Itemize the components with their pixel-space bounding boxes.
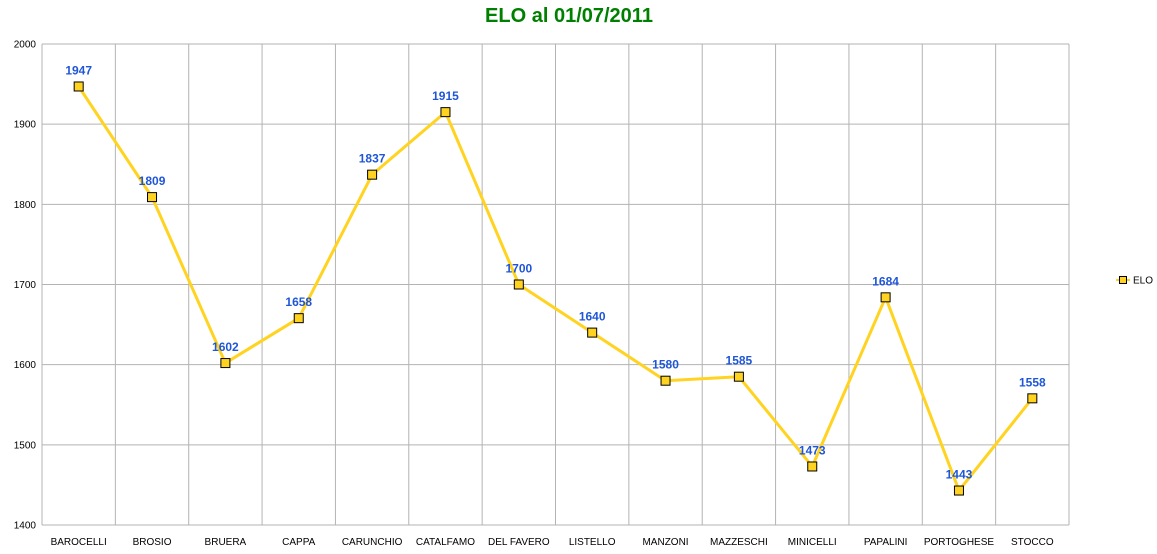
data-point: [1027, 393, 1038, 404]
data-label: 1473: [799, 443, 826, 457]
data-labels: 1947 1809 1602 1658 1837 1915 1700 1640 1580 1585…: [65, 63, 1046, 481]
y-tick-label: 1600: [14, 360, 37, 371]
axis-labels: 1400 1500 1600 1700 1800 1900 2000 BAROCELLI BRO…: [14, 40, 1054, 549]
y-tick-label: 1500: [14, 440, 37, 451]
grid: [41, 43, 1070, 526]
x-tick-label: BAROCELLI: [51, 537, 107, 548]
data-point: [147, 192, 158, 203]
x-tick-label: BRUERA: [205, 537, 247, 548]
data-point: [953, 485, 964, 496]
data-point: [733, 371, 744, 382]
y-tick-label: 1800: [14, 200, 37, 211]
legend-marker: [1119, 276, 1127, 284]
markers: [73, 81, 1038, 496]
series-line: [77, 85, 1034, 493]
data-point: [513, 279, 524, 290]
x-tick-label: CATALFAMO: [416, 537, 475, 548]
x-tick-label: PAPALINI: [864, 537, 908, 548]
data-label: 1640: [579, 310, 606, 324]
y-tick-label: 1700: [14, 280, 37, 291]
data-point: [73, 81, 84, 92]
data-point: [367, 169, 378, 180]
data-label: 1684: [872, 274, 899, 288]
data-label: 1585: [726, 354, 753, 368]
data-point: [587, 327, 598, 338]
series: [77, 85, 1034, 493]
data-point: [807, 461, 818, 472]
y-tick-label: 1400: [14, 521, 37, 532]
data-label: 1947: [65, 63, 92, 77]
x-tick-label: LISTELLO: [569, 537, 616, 548]
x-tick-label: DEL FAVERO: [488, 537, 550, 548]
data-point: [880, 292, 891, 303]
x-tick-label: STOCCO: [1011, 537, 1054, 548]
data-point: [660, 375, 671, 386]
x-tick-label: MINICELLI: [788, 537, 837, 548]
data-label: 1658: [285, 295, 312, 309]
legend-label: ELO: [1133, 276, 1153, 287]
data-point: [440, 107, 451, 118]
x-tick-label: PORTOGHESE: [924, 537, 995, 548]
data-label: 1558: [1019, 375, 1046, 389]
data-label: 1602: [212, 340, 239, 354]
y-tick-label: 1900: [14, 120, 37, 131]
x-tick-label: CARUNCHIO: [342, 537, 403, 548]
x-tick-label: BROSIO: [133, 537, 172, 548]
data-label: 1837: [359, 152, 386, 166]
x-tick-label: MAZZESCHI: [710, 537, 768, 548]
data-point: [220, 358, 231, 369]
data-label: 1700: [505, 262, 532, 276]
y-tick-label: 2000: [14, 40, 37, 51]
data-label: 1580: [652, 358, 679, 372]
data-point: [293, 313, 304, 324]
legend: ELO: [1116, 276, 1153, 287]
data-label: 1809: [139, 174, 166, 188]
data-label: 1915: [432, 89, 459, 103]
x-tick-label: CAPPA: [282, 537, 315, 548]
data-label: 1443: [946, 468, 973, 482]
x-tick-label: MANZONI: [642, 537, 688, 548]
chart-title: ELO al 01/07/2011: [485, 5, 653, 27]
